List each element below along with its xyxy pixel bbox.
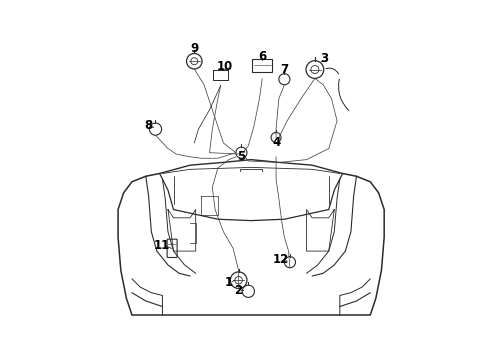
Bar	[252, 59, 272, 72]
Text: 4: 4	[272, 136, 281, 149]
Text: 6: 6	[258, 50, 267, 63]
Text: 8: 8	[144, 119, 152, 132]
Text: 1: 1	[225, 276, 233, 289]
Text: 12: 12	[273, 253, 289, 266]
Text: 10: 10	[217, 60, 233, 73]
Text: 7: 7	[280, 63, 288, 76]
Text: 5: 5	[237, 150, 245, 163]
Text: 2: 2	[234, 284, 242, 297]
Text: 9: 9	[190, 42, 198, 55]
Text: 11: 11	[154, 239, 170, 252]
Text: 3: 3	[319, 52, 328, 65]
